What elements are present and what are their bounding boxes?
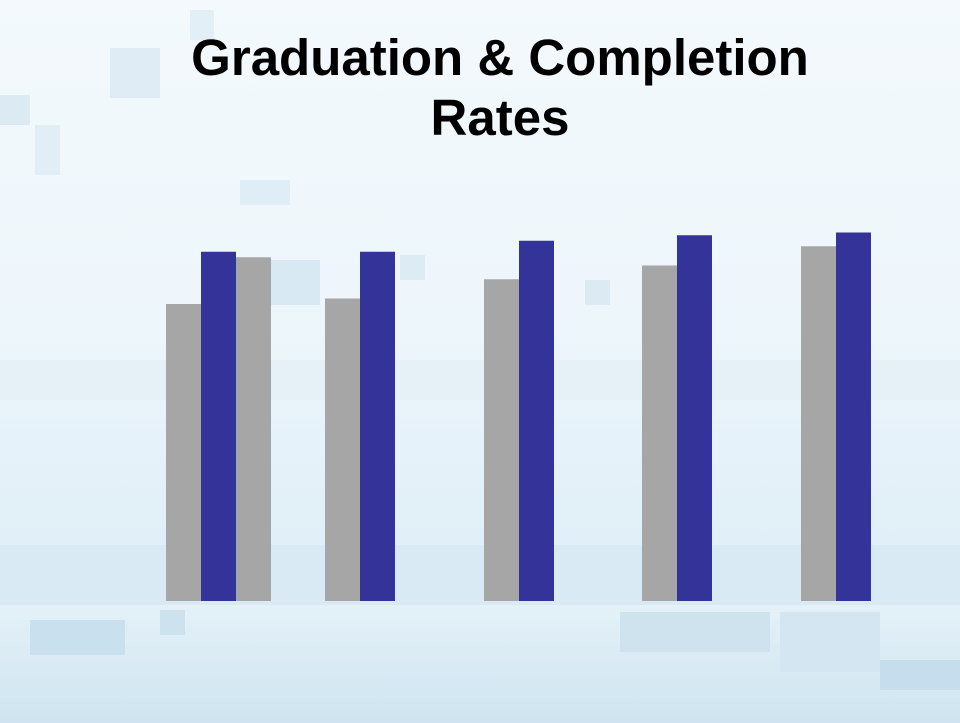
background-tile xyxy=(0,360,960,400)
background-tile xyxy=(160,610,185,635)
background-tile xyxy=(880,660,960,690)
bar-series-3-group-1 xyxy=(236,257,271,601)
background-tile xyxy=(240,180,290,205)
background-tile xyxy=(0,95,30,125)
bar-series-1-group-1 xyxy=(166,304,201,601)
bar-series-2-group-2 xyxy=(360,251,395,601)
bar-series-2-group-1 xyxy=(201,251,236,601)
bar-series-2-group-5 xyxy=(836,232,871,601)
bar-series-2-group-4 xyxy=(677,235,712,601)
background-tile xyxy=(35,125,60,175)
background-tile xyxy=(270,260,320,305)
bar-series-1-group-5 xyxy=(801,246,836,601)
slide-title: Graduation & Completion Rates xyxy=(191,29,809,146)
bar-series-1-group-3 xyxy=(484,279,519,601)
background-tile xyxy=(30,620,125,655)
background-tile xyxy=(400,255,425,280)
background-tile xyxy=(190,10,214,40)
background-tile xyxy=(620,612,770,652)
bar-series-2-group-3 xyxy=(519,240,554,601)
background-tile xyxy=(780,612,880,672)
background-tile xyxy=(110,48,160,98)
background-tile xyxy=(0,545,960,605)
bar-series-1-group-2 xyxy=(325,298,360,601)
background-tile xyxy=(585,280,610,305)
bar-series-1-group-4 xyxy=(642,265,677,601)
